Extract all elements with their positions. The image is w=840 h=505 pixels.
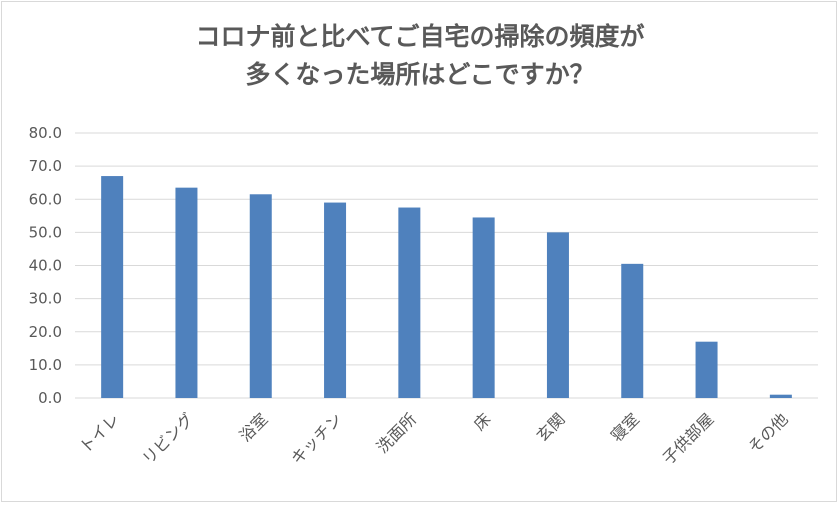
y-tick-label: 0.0: [38, 389, 62, 407]
bars: [101, 176, 792, 398]
bar: [546, 232, 569, 398]
chart-title-line-2: 多くなった場所はどこですか？: [245, 60, 595, 89]
x-axis-labels: トイレ リビング 浴室 キッチン 洗面所 床 玄関 寝室 子供部屋 その他: [76, 409, 792, 468]
x-category-label: 子供部屋: [659, 409, 718, 468]
bar: [769, 394, 792, 398]
y-tick-label: 30.0: [29, 290, 62, 308]
x-category-label: キッチン: [287, 409, 346, 468]
bar: [175, 187, 198, 398]
x-category-label: 洗面所: [373, 409, 420, 456]
y-tick-label: 80.0: [29, 124, 62, 142]
bar: [324, 202, 347, 398]
y-tick-label: 40.0: [29, 257, 62, 275]
bar: [472, 217, 495, 398]
bar: [398, 207, 421, 398]
y-tick-label: 50.0: [29, 223, 62, 241]
y-tick-label: 70.0: [29, 157, 62, 175]
bar: [101, 176, 124, 398]
chart-title-line-1: コロナ前と比べてご自宅の掃除の頻度が: [195, 22, 645, 51]
chart-title: コロナ前と比べてご自宅の掃除の頻度が 多くなった場所はどこですか？: [0, 18, 840, 94]
y-axis-ticks: 0.0 10.0 20.0 30.0 40.0 50.0 60.0 70.0 80.0: [29, 124, 62, 407]
bar: [695, 341, 718, 398]
x-category-label: 寝室: [607, 409, 643, 445]
x-category-label: その他: [744, 409, 791, 456]
x-category-label: リビング: [139, 409, 198, 468]
y-tick-label: 10.0: [29, 356, 62, 374]
x-category-label: トイレ: [76, 409, 123, 456]
bar: [621, 263, 644, 398]
x-category-label: 床: [470, 409, 495, 434]
gridlines: [75, 132, 818, 399]
y-tick-label: 20.0: [29, 323, 62, 341]
x-category-label: 浴室: [236, 409, 272, 445]
bar: [249, 194, 272, 398]
y-tick-label: 60.0: [29, 190, 62, 208]
x-category-label: 玄関: [533, 409, 569, 445]
